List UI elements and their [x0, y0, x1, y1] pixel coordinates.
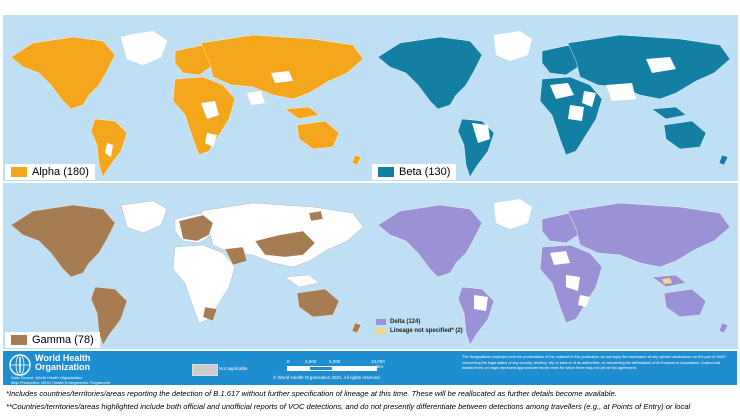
gamma-legend-swatch: [11, 335, 27, 345]
who-logo: [9, 354, 31, 376]
alpha-map-panel: Alpha (180): [3, 15, 371, 181]
delta-not-detected: [474, 199, 590, 311]
delta-legend-row: Delta (124): [376, 319, 463, 325]
delta-map-panel: Delta (124) Lineage not specified* (2): [370, 183, 738, 349]
scale-unit: km: [377, 364, 383, 369]
alpha-legend-swatch: [11, 167, 27, 177]
delta-world-map: [377, 199, 731, 346]
scale-tick-0: 0: [287, 359, 290, 364]
map-production-text: Map Production: WHO Health Emergencies P…: [11, 380, 111, 385]
scale-tick-2: 5,000: [329, 359, 341, 364]
beta-legend-swatch: [378, 167, 394, 177]
footnote-1: *Includes countries/territories/areas re…: [6, 389, 617, 398]
footnote-2: **Countries/territories/areas highlighte…: [6, 402, 691, 411]
beta-not-detected: [472, 31, 676, 143]
disclaimer-text: The designations employed and the presen…: [462, 355, 726, 371]
alpha-not-detected: [105, 31, 293, 157]
beta-legend-label: Beta (130): [399, 166, 451, 178]
lineage-legend-label: Lineage not specified* (2): [390, 328, 463, 334]
not-applicable-label: Not applicable: [219, 366, 248, 371]
gamma-legend-label: Gamma (78): [32, 334, 94, 346]
not-applicable-swatch: [192, 364, 218, 376]
gamma-world-map: [10, 200, 364, 346]
scale-seg: [288, 367, 310, 370]
alpha-legend: Alpha (180): [5, 164, 95, 180]
scale-tick-1: 2,500: [305, 359, 317, 364]
data-source-text: Data Source: World Health Organization: [11, 375, 83, 380]
scale-seg: [332, 367, 376, 370]
who-name-line2: Organization: [35, 362, 91, 372]
beta-legend: Beta (130): [372, 164, 457, 180]
scale-bar-line: [287, 366, 377, 371]
who-name: World Health Organization: [35, 354, 90, 372]
alpha-legend-label: Alpha (180): [32, 166, 89, 178]
delta-legend-swatch: [376, 319, 386, 325]
scale-tick-3: 10,000: [371, 359, 385, 364]
gamma-detected: [10, 204, 362, 346]
alpha-land: [10, 32, 364, 178]
beta-map-panel: Beta (130): [370, 15, 738, 181]
lineage-legend-swatch: [376, 328, 386, 334]
scale-bar: 0 2,500 5,000 10,000 km: [287, 359, 397, 371]
delta-lineage-not-specified: [662, 278, 672, 284]
who-footer-bar: World Health Organization Data Source: W…: [3, 351, 737, 385]
who-source-info: Data Source: World Health Organization M…: [11, 375, 110, 385]
gamma-legend: Gamma (78): [5, 332, 100, 348]
delta-legend: Delta (124) Lineage not specified* (2): [376, 319, 463, 337]
alpha-world-map: [10, 31, 364, 178]
gamma-map-panel: Gamma (78): [3, 183, 371, 349]
lineage-legend-row: Lineage not specified* (2): [376, 328, 463, 334]
delta-legend-label: Delta (124): [390, 319, 421, 325]
beta-land: [377, 34, 731, 178]
who-name-line1: World Health: [35, 353, 91, 363]
copyright-text: © World Health Organization 2021, All ri…: [273, 375, 380, 380]
beta-world-map: [377, 31, 731, 178]
